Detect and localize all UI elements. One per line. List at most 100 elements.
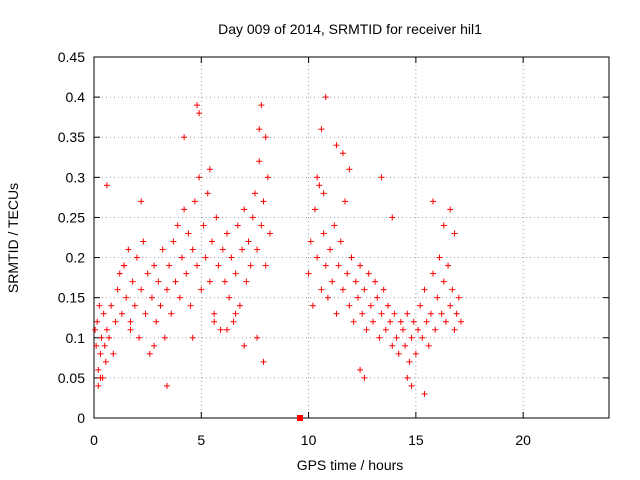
y-tick-label: 0.05	[58, 370, 85, 386]
data-point	[166, 262, 173, 269]
data-point	[354, 294, 361, 301]
data-point	[118, 310, 125, 317]
data-point	[423, 318, 430, 325]
data-point	[157, 302, 164, 309]
data-point	[254, 334, 261, 341]
data-point	[391, 310, 398, 317]
data-point	[106, 334, 113, 341]
data-point	[457, 318, 464, 325]
data-point	[440, 278, 447, 285]
data-point	[228, 254, 235, 261]
data-point	[327, 246, 334, 253]
data-point	[170, 238, 177, 245]
data-point	[112, 318, 119, 325]
plot-frame	[93, 56, 610, 419]
data-points	[92, 94, 464, 421]
data-point	[378, 310, 385, 317]
data-point	[404, 310, 411, 317]
data-point	[318, 286, 325, 293]
data-point	[320, 190, 327, 197]
data-point	[434, 294, 441, 301]
data-point	[419, 334, 426, 341]
data-point	[260, 358, 267, 365]
data-point	[400, 326, 406, 333]
y-tick-label: 0.45	[58, 49, 85, 65]
data-point	[256, 158, 263, 165]
data-point	[447, 206, 454, 213]
data-point	[189, 246, 196, 253]
data-point	[367, 302, 374, 309]
data-point	[445, 262, 452, 269]
data-point	[312, 206, 319, 213]
data-point	[101, 342, 108, 349]
data-point	[142, 310, 149, 317]
data-point	[415, 326, 422, 333]
data-point	[318, 126, 325, 133]
data-point	[316, 182, 323, 189]
data-point	[125, 246, 132, 253]
data-point	[96, 302, 103, 309]
data-point	[372, 278, 379, 285]
data-point	[449, 286, 456, 293]
data-point	[352, 278, 359, 285]
x-axis-label: GPS time / hours	[297, 457, 404, 473]
data-point	[333, 310, 340, 317]
data-point	[196, 174, 203, 181]
y-tick-label: 0.1	[66, 330, 86, 346]
data-point	[421, 286, 428, 293]
data-point	[453, 310, 460, 317]
data-point	[211, 318, 218, 325]
data-point	[314, 254, 321, 261]
data-point	[249, 214, 256, 221]
data-point	[136, 334, 143, 341]
x-tick-label: 0	[90, 432, 98, 448]
data-point	[219, 246, 226, 253]
data-point	[153, 318, 160, 325]
data-point	[421, 390, 428, 397]
data-point	[406, 358, 413, 365]
data-point	[129, 278, 136, 285]
data-point	[146, 350, 153, 357]
data-point	[395, 350, 402, 357]
data-point	[335, 262, 342, 269]
data-point	[260, 198, 267, 205]
data-point	[178, 254, 185, 261]
data-point	[97, 374, 104, 381]
data-point	[389, 342, 396, 349]
data-point	[206, 278, 213, 285]
data-point	[258, 102, 265, 109]
data-point	[254, 246, 261, 253]
data-point	[110, 350, 117, 357]
data-point	[121, 262, 128, 269]
data-point	[380, 286, 387, 293]
data-point	[213, 214, 220, 221]
data-point	[241, 342, 248, 349]
data-point	[138, 286, 145, 293]
data-point	[384, 302, 391, 309]
data-point	[200, 222, 207, 229]
data-point	[155, 278, 162, 285]
data-point	[339, 150, 346, 157]
x-tick-label: 10	[301, 432, 317, 448]
data-point	[357, 366, 364, 373]
data-point	[163, 382, 170, 389]
data-point	[159, 246, 166, 253]
data-point	[224, 326, 231, 333]
data-point	[320, 230, 327, 237]
data-point	[346, 302, 353, 309]
data-point	[322, 262, 329, 269]
data-point	[410, 318, 417, 325]
data-point	[408, 382, 415, 389]
data-point	[232, 270, 239, 277]
data-point	[127, 326, 134, 333]
data-point	[440, 222, 447, 229]
data-point	[404, 374, 411, 381]
data-point	[359, 310, 366, 317]
data-point	[427, 310, 434, 317]
y-tick-label: 0.4	[66, 89, 86, 105]
data-point	[181, 134, 188, 141]
data-point	[204, 190, 211, 197]
data-point	[108, 302, 115, 309]
data-point	[215, 262, 222, 269]
